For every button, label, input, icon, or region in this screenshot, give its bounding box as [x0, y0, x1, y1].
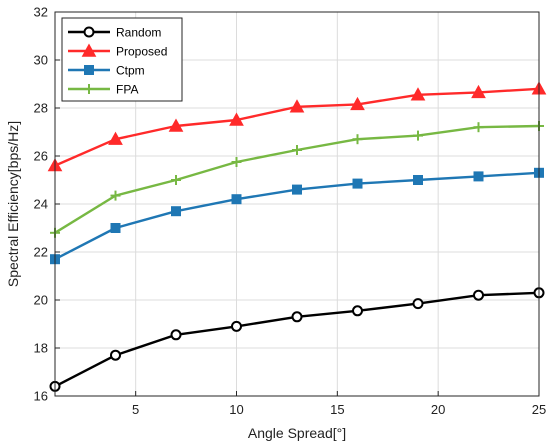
series-layer	[47, 81, 547, 392]
legend-entry-proposed: Proposed	[68, 43, 167, 59]
legend-marker-fpa	[84, 84, 94, 94]
legend-entry-ctpm: Ctpm	[68, 64, 145, 78]
y-tick-label: 28	[34, 101, 48, 116]
x-axis-label: Angle Spread[°]	[248, 425, 346, 441]
data-point-proposed	[289, 99, 305, 113]
data-point-random	[291, 311, 303, 323]
y-tick-label: 30	[34, 53, 48, 68]
legend: Random Proposed Ctpm FPA	[61, 17, 183, 102]
data-point-proposed	[108, 131, 123, 145]
series-random	[49, 287, 545, 392]
y-tick-label: 22	[34, 245, 48, 260]
x-tick-label: 25	[532, 402, 546, 417]
data-point-ctpm	[352, 178, 363, 189]
data-point-proposed	[168, 118, 184, 132]
legend-label-proposed: Proposed	[116, 45, 167, 59]
axis-ticks: 5 10 15 20 25 16 18 20 22 24 26 28 30 32	[34, 5, 547, 418]
legend-label-fpa: FPA	[116, 83, 138, 97]
y-tick-label: 24	[34, 197, 48, 212]
legend-label-ctpm: Ctpm	[116, 64, 145, 78]
data-point-fpa	[352, 134, 363, 145]
y-tick-label: 32	[34, 5, 48, 20]
x-tick-label: 15	[330, 402, 344, 417]
data-point-ctpm	[292, 184, 302, 195]
legend-label-random: Random	[116, 26, 161, 40]
data-point-fpa	[292, 145, 302, 155]
data-point-ctpm	[473, 171, 484, 182]
y-tick-label: 18	[34, 341, 48, 356]
data-point-proposed	[229, 112, 244, 126]
data-point-ctpm	[110, 223, 121, 233]
data-point-proposed	[350, 96, 365, 111]
data-point-random	[352, 305, 363, 317]
data-point-ctpm	[413, 175, 423, 185]
data-point-proposed	[410, 87, 426, 101]
data-point-random	[231, 320, 242, 332]
data-point-ctpm	[231, 194, 242, 205]
legend-marker-proposed	[81, 43, 97, 57]
legend-entry-random: Random	[68, 26, 161, 40]
legend-marker-random	[83, 26, 95, 38]
series-proposed	[47, 81, 547, 172]
series-fpa	[50, 121, 544, 238]
y-axis-label: Spectral Efficiency[bps/Hz]	[5, 121, 21, 287]
y-tick-label: 20	[34, 293, 48, 308]
data-point-fpa	[171, 175, 181, 185]
x-tick-label: 20	[431, 402, 445, 417]
data-point-fpa	[473, 122, 484, 133]
legend-entry-fpa: FPA	[68, 83, 138, 97]
data-point-random	[473, 289, 484, 301]
series-ctpm	[50, 167, 544, 265]
y-tick-label: 26	[34, 149, 48, 164]
legend-marker-ctpm	[84, 65, 94, 75]
data-point-fpa	[231, 157, 242, 167]
data-point-fpa	[413, 130, 423, 141]
data-point-random	[412, 298, 424, 310]
data-point-proposed	[471, 84, 486, 99]
data-point-fpa	[110, 190, 121, 201]
data-point-random	[110, 349, 121, 361]
x-tick-label: 5	[132, 402, 139, 417]
x-tick-label: 10	[229, 402, 243, 417]
data-point-random	[170, 329, 182, 341]
y-tick-label: 16	[34, 389, 48, 404]
data-point-ctpm	[171, 206, 181, 217]
